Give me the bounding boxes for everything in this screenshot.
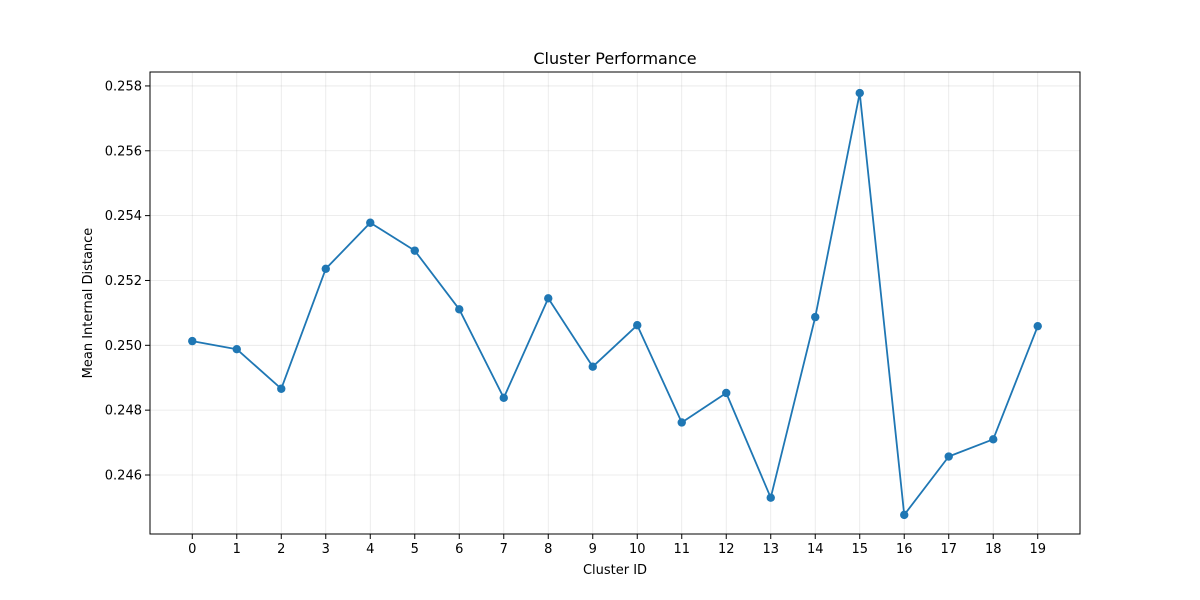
data-point: [811, 312, 820, 322]
data-point: [989, 435, 998, 444]
y-tick-label: 0.252: [105, 274, 142, 289]
x-tick-label: 1: [233, 542, 241, 557]
x-tick-label: 2: [277, 542, 285, 557]
y-axis-label: Mean Internal Distance: [81, 228, 96, 379]
y-tick-label: 0.246: [105, 468, 142, 483]
data-point: [766, 493, 775, 502]
data-point: [588, 362, 597, 371]
x-tick-label: 3: [322, 542, 330, 557]
x-tick-label: 10: [629, 542, 646, 557]
y-tick-label: 0.248: [105, 404, 142, 419]
x-tick-label: 19: [1029, 542, 1046, 557]
x-tick-label: 18: [985, 542, 1002, 557]
grid-layer: [150, 72, 1080, 534]
y-tick-label: 0.256: [105, 144, 142, 159]
x-tick-label: 15: [851, 542, 868, 557]
ticks-layer: 0 1 2 3 4 5 6 7 8 9 10 11 12 13 14 15 16 17 18 190.2460.248…: [105, 79, 1046, 557]
x-tick-label: 14: [807, 542, 824, 557]
series-layer: [188, 88, 1042, 520]
data-point: [455, 305, 464, 314]
data-point: [277, 384, 286, 393]
x-tick-label: 12: [718, 542, 735, 557]
x-tick-label: 17: [940, 542, 957, 557]
data-point: [321, 264, 330, 273]
data-point: [855, 88, 864, 98]
y-tick-label: 0.254: [105, 209, 142, 224]
y-tick-label: 0.258: [105, 79, 142, 94]
data-point: [900, 510, 909, 520]
data-point: [944, 452, 953, 461]
data-point: [633, 321, 642, 330]
data-point: [1033, 321, 1042, 331]
data-point: [232, 345, 241, 354]
data-point: [499, 393, 508, 403]
data-point: [677, 418, 686, 427]
x-tick-label: 11: [673, 542, 690, 557]
x-tick-label: 16: [896, 542, 913, 557]
y-tick-label: 0.250: [105, 339, 142, 354]
x-tick-label: 4: [366, 542, 374, 557]
data-point: [366, 218, 375, 227]
x-tick-label: 5: [411, 542, 419, 557]
x-tick-label: 13: [762, 542, 779, 557]
x-tick-label: 7: [500, 542, 508, 557]
x-axis-label: Cluster ID: [583, 563, 647, 578]
x-tick-label: 0: [188, 542, 196, 557]
chart-title: Cluster Performance: [533, 49, 696, 68]
data-point: [410, 246, 419, 255]
x-tick-label: 6: [455, 542, 463, 557]
series-line: [192, 92, 1039, 516]
x-tick-label: 9: [589, 542, 597, 557]
data-point: [188, 336, 197, 346]
x-tick-label: 8: [544, 542, 552, 557]
data-point: [544, 294, 553, 303]
plot-frame: [149, 71, 1081, 535]
data-point: [722, 388, 731, 398]
